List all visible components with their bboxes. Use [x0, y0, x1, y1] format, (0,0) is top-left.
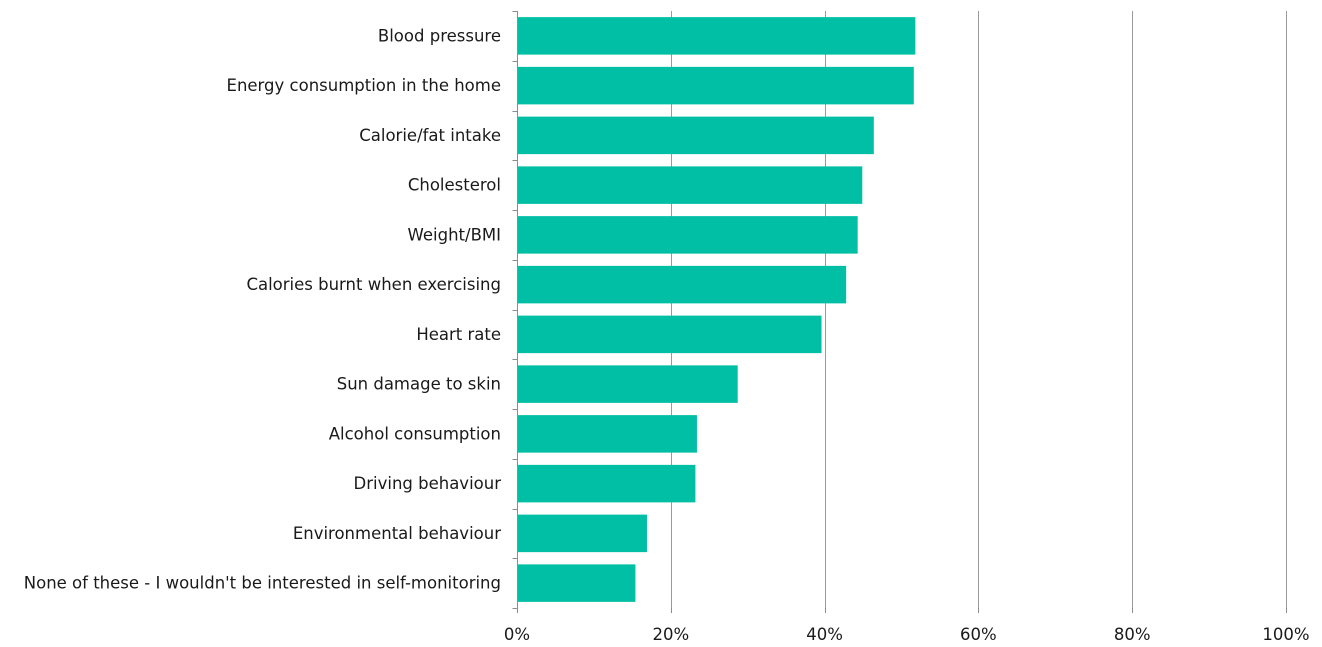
x-tick-label-60: 60% [960, 625, 997, 644]
bar-5 [517, 216, 858, 254]
x-tick-label-0: 0% [504, 625, 530, 644]
category-label-1: Blood pressure [378, 26, 501, 45]
bar-8 [517, 365, 738, 403]
bar-2 [517, 66, 914, 105]
bar-4 [517, 166, 863, 204]
category-label-11: Environmental behaviour [293, 524, 501, 543]
x-tick-label-100: 100% [1262, 625, 1309, 644]
category-label-7: Heart rate [416, 325, 501, 344]
bar-12 [517, 564, 636, 602]
bar-11 [517, 514, 647, 553]
tick-labels: 0% 20% 40% 60% 80% 100% [504, 625, 1310, 644]
category-labels: Blood pressure Energy consumption in the … [24, 26, 501, 592]
category-label-6: Calories burnt when exercising [246, 275, 501, 294]
category-label-9: Alcohol consumption [329, 424, 501, 443]
axes [512, 11, 1287, 613]
category-label-3: Calorie/fat intake [359, 126, 501, 145]
category-label-10: Driving behaviour [354, 474, 502, 493]
bar-9 [517, 415, 697, 453]
bar-1 [517, 17, 916, 55]
bars [517, 17, 916, 602]
x-tick-label-20: 20% [652, 625, 689, 644]
bar-3 [517, 116, 874, 155]
bar-10 [517, 464, 696, 503]
category-label-12: None of these - I wouldn't be interested… [24, 574, 501, 593]
category-label-8: Sun damage to skin [337, 375, 501, 394]
category-label-5: Weight/BMI [408, 225, 501, 244]
category-label-2: Energy consumption in the home [227, 76, 501, 95]
category-label-4: Cholesterol [408, 176, 501, 195]
gridlines [671, 11, 1287, 608]
bar-7 [517, 315, 822, 354]
x-tick-label-80: 80% [1114, 625, 1151, 644]
bar-6 [517, 265, 847, 304]
x-tick-label-40: 40% [806, 625, 843, 644]
